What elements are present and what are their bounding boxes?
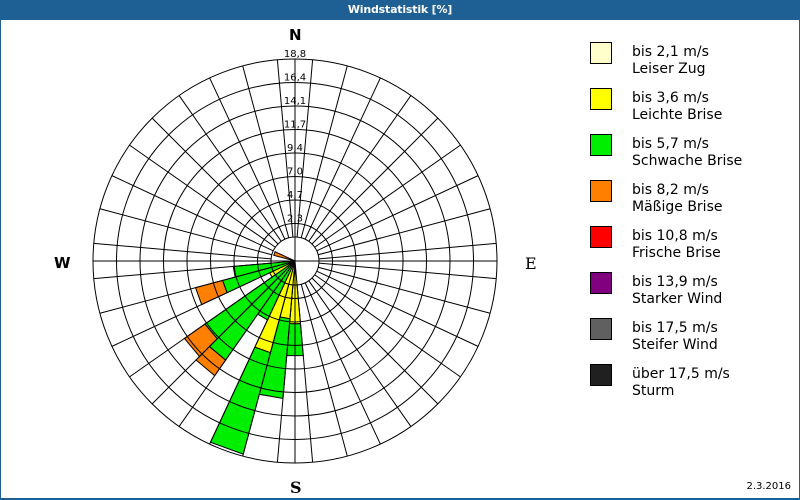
grid-spoke <box>300 284 348 457</box>
grid-spoke <box>318 266 491 314</box>
grid-spoke <box>93 242 272 260</box>
legend-label: bis 8,2 m/s Mäßige Brise <box>632 182 723 215</box>
radial-tick-label: 9,4 <box>287 143 303 154</box>
legend-label: bis 10,8 m/s Frische Brise <box>632 228 721 261</box>
radial-tick-label: 4,7 <box>287 190 303 201</box>
compass-north: N <box>289 26 302 44</box>
legend-swatch <box>590 364 612 386</box>
radial-tick-label: 16,4 <box>284 73 306 84</box>
compass-east: E <box>525 254 537 273</box>
grid-spoke <box>129 144 276 248</box>
legend-label: bis 5,7 m/s Schwache Brise <box>632 136 743 169</box>
window-title: Windstatistik [%] <box>0 0 800 20</box>
grid-spoke <box>151 277 279 405</box>
radial-tick-label: 7,0 <box>287 167 303 178</box>
grid-spoke <box>318 262 497 280</box>
grid-spoke <box>308 95 412 242</box>
wind-bar-segment <box>273 251 296 262</box>
grid-spoke <box>178 280 282 427</box>
legend-swatch <box>590 272 612 294</box>
grid-spoke <box>129 274 276 378</box>
grid-spoke <box>242 284 290 457</box>
grid-spoke <box>308 280 412 427</box>
legend-label: bis 13,9 m/s Starker Wind <box>632 274 723 307</box>
grid-spoke <box>111 175 274 252</box>
grid-spoke <box>314 144 461 248</box>
grid-spoke <box>316 270 479 347</box>
grid-spoke <box>209 77 286 240</box>
legend-swatch <box>590 226 612 248</box>
grid-spoke <box>111 270 274 347</box>
wind-bar-segment <box>194 279 228 306</box>
date-label: 2.3.2016 <box>746 481 791 492</box>
grid-spoke <box>99 266 272 314</box>
grid-spoke <box>151 117 279 245</box>
compass-south: S <box>290 478 302 497</box>
radial-tick-label: 2,3 <box>287 214 303 225</box>
grid-spoke <box>296 59 314 238</box>
grid-spoke <box>276 59 294 238</box>
grid-spoke <box>304 282 381 445</box>
grid-spoke <box>318 208 491 256</box>
grid-spoke <box>316 175 479 252</box>
legend-swatch <box>590 88 612 110</box>
grid-spoke <box>311 117 439 245</box>
grid-spoke <box>311 277 439 405</box>
grid-spoke <box>296 284 314 463</box>
legend-swatch <box>590 42 612 64</box>
radial-tick-label: 11,7 <box>284 120 306 131</box>
grid-spoke <box>242 65 290 238</box>
compass-west: W <box>54 254 71 272</box>
grid-spoke <box>276 284 294 463</box>
grid-spoke <box>99 208 272 256</box>
chart-panel: 2,3 4,7 7,0 9,4 11,7 14,1 16,4 18,8 N W E S bis… <box>1 20 799 498</box>
wind-rose-chart: 2,3 4,7 7,0 9,4 11,7 14,1 16,4 18,8 <box>92 49 498 464</box>
radial-tick-label: 14,1 <box>284 96 306 107</box>
grid-spoke <box>178 95 282 242</box>
grid-spoke <box>209 282 286 445</box>
legend-label: bis 2,1 m/s Leiser Zug <box>632 44 709 77</box>
grid-spoke <box>304 77 381 240</box>
legend-swatch <box>590 318 612 340</box>
legend-swatch <box>590 180 612 202</box>
radial-tick-label: 18,8 <box>284 49 306 60</box>
legend-swatch <box>590 134 612 156</box>
grid-spoke <box>93 262 272 280</box>
grid-spoke <box>318 242 497 260</box>
grid-spoke <box>300 65 348 238</box>
legend-label: bis 3,6 m/s Leichte Brise <box>632 90 723 123</box>
legend-label: bis 17,5 m/s Steifer Wind <box>632 320 718 353</box>
grid-spoke <box>314 274 461 378</box>
legend-label: über 17,5 m/s Sturm <box>632 366 730 399</box>
